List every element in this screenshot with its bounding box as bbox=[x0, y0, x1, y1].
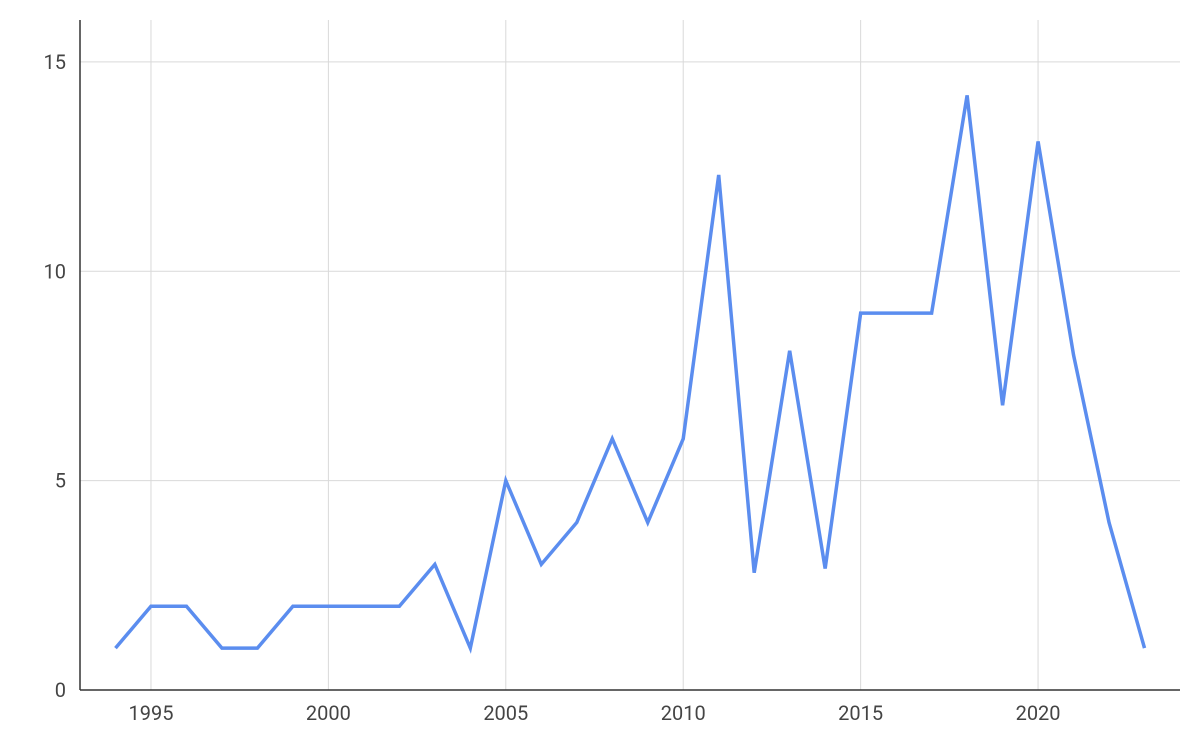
y-tick-label: 0 bbox=[55, 678, 66, 702]
x-tick-label: 2005 bbox=[483, 701, 528, 725]
y-tick-label: 10 bbox=[44, 259, 66, 283]
chart-background bbox=[0, 0, 1200, 742]
x-tick-label: 2015 bbox=[838, 701, 883, 725]
x-tick-label: 1995 bbox=[128, 701, 173, 725]
x-tick-label: 2000 bbox=[306, 701, 351, 725]
line-chart: 1995 2000 2005 2010 2015 2020 0 5 10 15 bbox=[0, 0, 1200, 742]
x-tick-label: 2010 bbox=[661, 701, 706, 725]
y-tick-label: 5 bbox=[55, 469, 66, 493]
chart-svg: 1995 2000 2005 2010 2015 2020 0 5 10 15 bbox=[0, 0, 1200, 742]
x-tick-label: 2020 bbox=[1016, 701, 1061, 725]
y-tick-label: 15 bbox=[44, 50, 66, 74]
